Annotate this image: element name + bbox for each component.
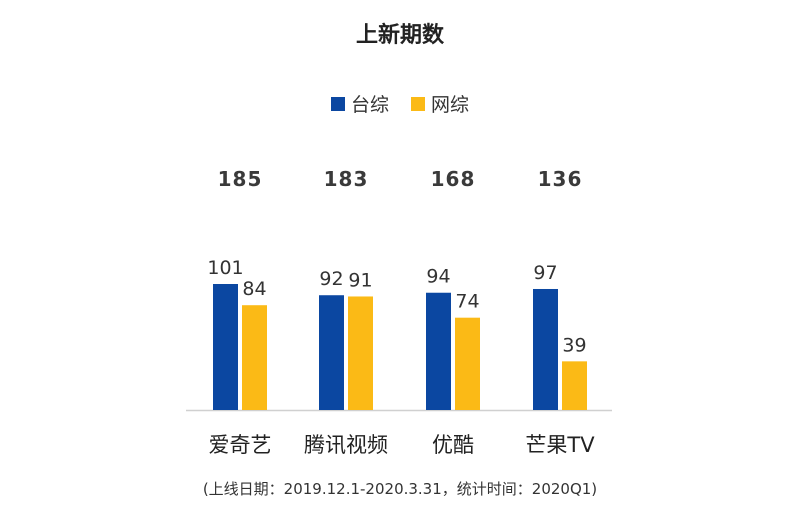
bar-tv-1 [319,295,344,410]
bar-web-1 [348,296,373,410]
total-label-0: 185 [218,167,263,191]
category-label-3: 芒果TV [525,433,595,457]
legend-swatch-tv [330,96,345,111]
total-label-2: 168 [431,167,476,191]
legend-item-web: 网综 [411,90,469,117]
bar-tv-3 [533,288,558,410]
bar-web-3 [562,361,587,410]
data-label-tv-2: 94 [426,266,450,288]
chart-title: 上新期数 [355,23,444,48]
data-label-tv-0: 101 [207,257,243,279]
bar-web-2 [455,317,480,410]
category-label-2: 优酷 [432,433,474,457]
legend-item-tv: 台综 [330,90,389,117]
total-label-1: 183 [324,167,369,191]
data-label-web-3: 39 [562,334,586,356]
bar-tv-2 [426,292,451,410]
data-label-web-2: 74 [455,291,479,313]
category-label-0: 爱奇艺 [209,433,272,457]
footnote: (上线日期：2019.12.1-2020.3.31，统计时间：2020Q1) [202,480,598,498]
legend-label-tv: 台综 [350,94,389,116]
total-label-3: 136 [538,167,583,191]
data-label-web-0: 84 [242,278,266,300]
legend-label-web: 网综 [431,94,470,116]
bar-web-0 [242,305,267,410]
data-label-web-1: 91 [348,269,372,291]
legend-swatch-web [411,96,425,111]
data-label-tv-1: 92 [319,268,343,290]
bar-tv-0 [213,284,238,410]
legend: 台综 网综 [0,90,800,117]
data-label-tv-3: 97 [533,262,557,284]
category-label-1: 腾讯视频 [304,433,388,457]
